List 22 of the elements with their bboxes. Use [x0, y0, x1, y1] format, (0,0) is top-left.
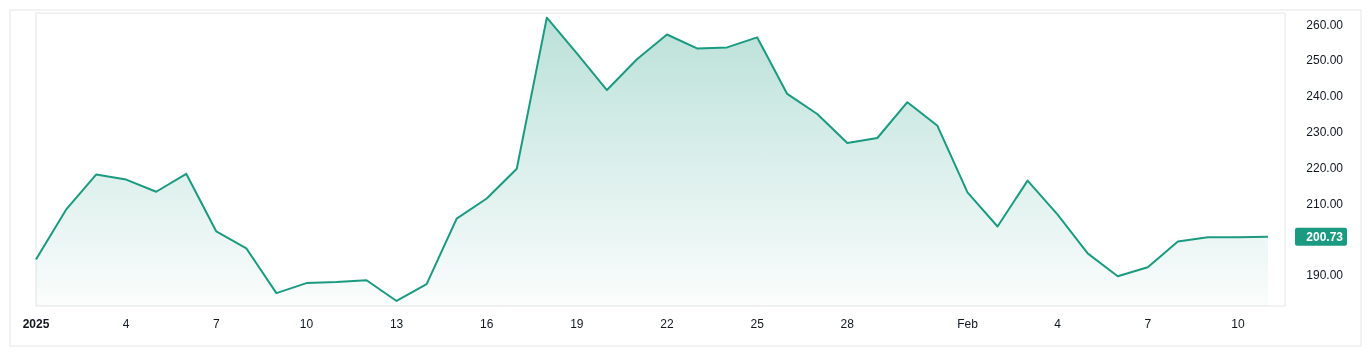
y-tick-label: 190.00	[1306, 268, 1344, 283]
x-tick-label: 19	[570, 317, 584, 331]
x-tick-label: 28	[840, 317, 855, 331]
x-tick-label: 10	[299, 317, 314, 331]
y-tick-label: 260.00	[1306, 17, 1344, 32]
x-tick-label: 7	[212, 317, 220, 331]
x-tick-label: 2025	[22, 317, 50, 331]
y-tick-label: 230.00	[1306, 125, 1344, 140]
x-tick-label: 13	[389, 317, 404, 331]
x-tick-label: Feb	[957, 317, 979, 331]
y-tick-label: 240.00	[1306, 89, 1344, 104]
text: 200.73	[1306, 229, 1344, 244]
y-tick-label: 220.00	[1306, 160, 1344, 175]
y-tick-label: 250.00	[1306, 53, 1344, 68]
x-tick-label: 4	[1054, 317, 1062, 331]
x-tick-label: 10	[1231, 317, 1245, 331]
x-tick-label: 22	[660, 317, 675, 331]
x-tick-label: 7	[1144, 317, 1152, 331]
x-tick-label: 25	[750, 317, 765, 331]
y-tick-label: 210.00	[1306, 196, 1344, 211]
x-tick-label: 4	[122, 317, 130, 331]
x-tick-label: 16	[480, 317, 494, 331]
